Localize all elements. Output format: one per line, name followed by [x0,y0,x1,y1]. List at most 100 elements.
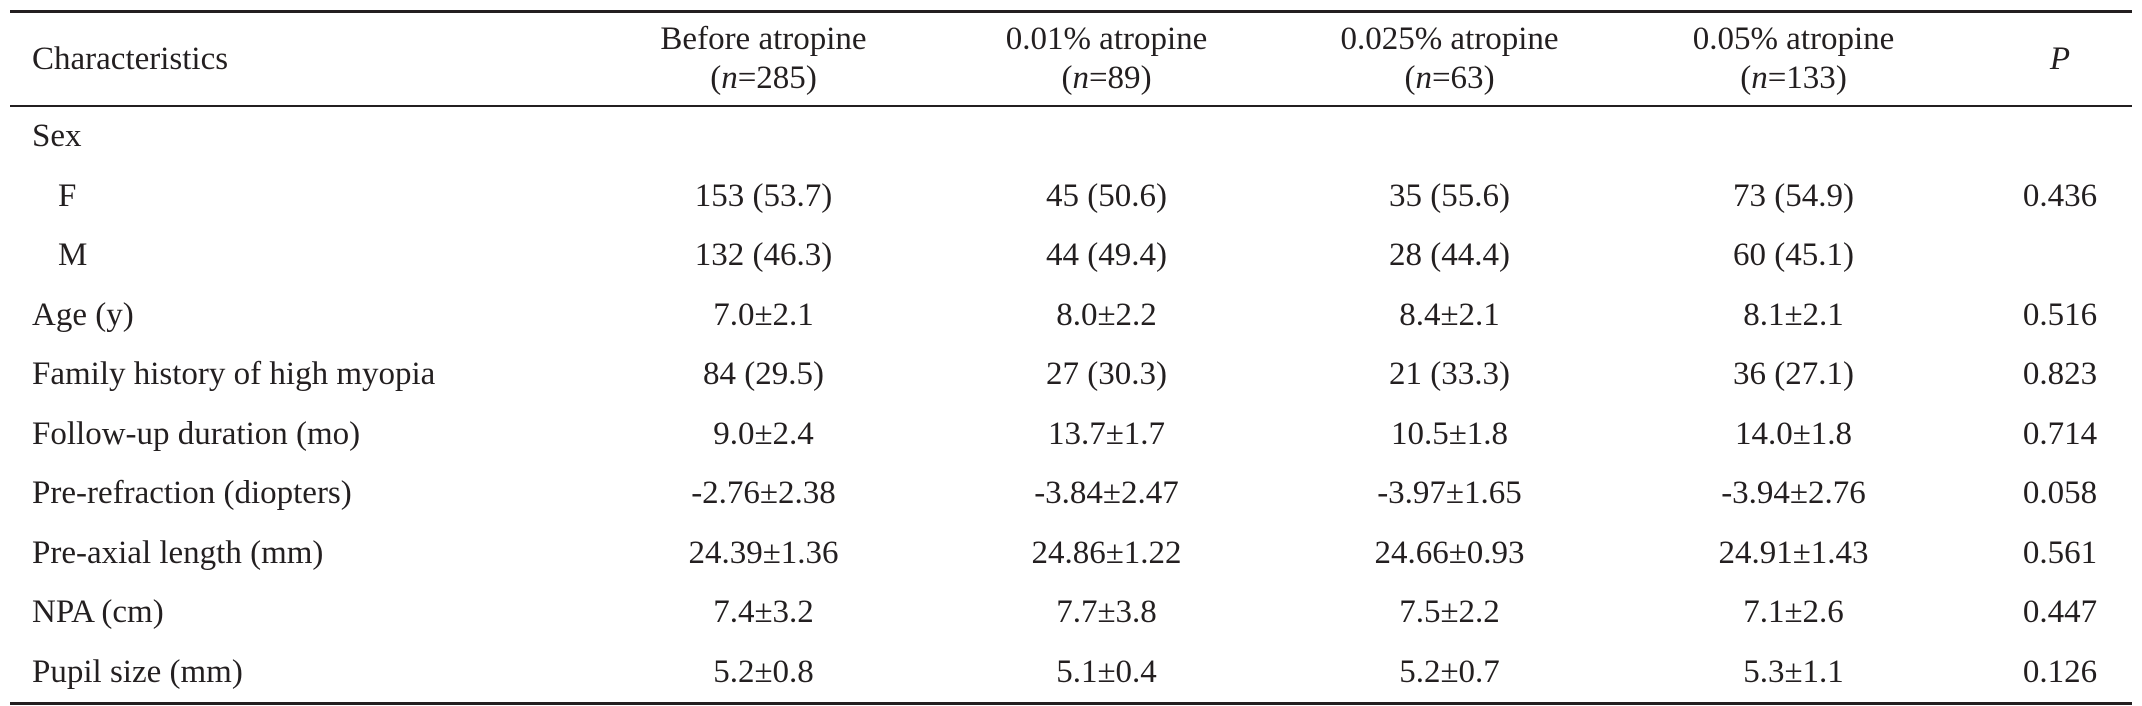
characteristics-table: Characteristics Before atropine (n=285) … [10,10,2132,705]
data-table-body: Sex F 153 (53.7) 45 (50.6) 35 (55.6) 73 (54.9… [10,107,2142,702]
table-cell: 7.0±2.1 [713,296,814,333]
table-body: Sex F 153 (53.7) 45 (50.6) 35 (55.6) 73 (54.9… [10,107,2142,702]
header-label: 0.025% atropine [1340,21,1559,57]
table-row: F 153 (53.7) 45 (50.6) 35 (55.6) 73 (54.9) 0.… [10,167,2142,227]
table-cell: 13.7±1.7 [1047,415,1166,452]
table-cell: 45 (50.6) [1046,177,1167,214]
header-characteristics: Characteristics [10,13,592,105]
table-row: Pre-axial length (mm) 24.39±1.36 24.86±1.2… [10,524,2142,584]
table-cell: 35 (55.6) [1389,177,1510,214]
row-label: Age (y) [32,296,134,333]
row-label: Pre-refraction (diopters) [32,475,352,512]
header-001-atropine: 0.01% atropine (n=89) [935,13,1278,105]
table-row: Sex [10,107,2142,167]
header-label: Before atropine [660,21,867,57]
p-value-cell: 0.447 [2022,594,2098,631]
table-cell: 8.1±2.1 [1743,296,1844,333]
table-cell [1278,107,1621,167]
header-row: Characteristics Before atropine (n=285) … [10,13,2142,105]
header-before-atropine: Before atropine (n=285) [592,13,935,105]
row-label: F [58,177,77,214]
table-cell: -3.97±1.65 [1377,475,1522,512]
table-row: M 132 (46.3) 44 (49.4) 28 (44.4) 60 (45.1) [10,226,2142,286]
row-label: Pre-axial length (mm) [32,534,324,571]
header-sample-size: (n=133) [1740,60,1847,96]
table-cell [1621,107,1966,167]
table-row: Family history of high myopia 84 (29.5) 27… [10,345,2142,405]
table-cell: 7.5±2.2 [1399,594,1500,631]
table-cell: 8.0±2.2 [1056,296,1157,333]
table-row: Age (y) 7.0±2.1 8.0±2.2 8.4±2.1 8.1±2.1 0.516 [10,286,2142,346]
p-value-cell [1966,107,2142,167]
table-cell: 5.3±1.1 [1743,653,1844,690]
table-cell: 14.0±1.8 [1734,415,1853,452]
table-cell: 153 (53.7) [694,177,833,214]
table-cell: 36 (27.1) [1733,356,1854,393]
table-cell: 7.1±2.6 [1743,594,1844,631]
header-sample-size: (n=63) [1404,60,1495,96]
p-value-cell: 0.714 [2022,415,2098,452]
header-005-atropine: 0.05% atropine (n=133) [1621,13,1966,105]
table-cell: -3.94±2.76 [1721,475,1866,512]
p-value-cell: 0.436 [2022,177,2098,214]
table-cell: 84 (29.5) [703,356,824,393]
header-0025-atropine: 0.025% atropine (n=63) [1278,13,1621,105]
p-value-cell [1966,226,2142,286]
header-n-symbol: n [1751,60,1768,96]
table-cell: 24.66±0.93 [1374,534,1525,571]
table-cell: 44 (49.4) [1046,237,1167,274]
table-cell: 5.2±0.7 [1399,653,1500,690]
table-row: Pre-refraction (diopters) -2.76±2.38 -3.84… [10,464,2142,524]
row-label: Sex [32,118,82,155]
table-cell: 21 (33.3) [1389,356,1510,393]
table-cell: 27 (30.3) [1046,356,1167,393]
header-n-value: =285 [737,60,806,96]
header-n-value: =89 [1088,60,1141,96]
table-cell: 24.39±1.36 [688,534,839,571]
table-cell: 8.4±2.1 [1399,296,1500,333]
header-sample-size: (n=89) [1061,60,1152,96]
header-sample-size: (n=285) [710,60,817,96]
table-header-rule [10,105,2132,107]
table-cell: 10.5±1.8 [1390,415,1509,452]
table-cell: 9.0±2.4 [713,415,814,452]
p-value-cell: 0.561 [2022,534,2098,571]
table-cell: -2.76±2.38 [691,475,836,512]
row-label: NPA (cm) [32,594,164,631]
header-label: Characteristics [32,40,229,77]
table-row: Follow-up duration (mo) 9.0±2.4 13.7±1.7 10… [10,405,2142,465]
p-value-cell: 0.126 [2022,653,2098,690]
header-n-value: =133 [1767,60,1836,96]
table-cell: 5.2±0.8 [713,653,814,690]
header-n-symbol: n [1415,60,1432,96]
data-table: Characteristics Before atropine (n=285) … [10,13,2142,105]
table-bottom-rule [10,702,2132,705]
header-n-symbol: n [721,60,738,96]
row-label: Follow-up duration (mo) [32,415,361,452]
row-label: M [58,237,88,274]
table-cell: 73 (54.9) [1733,177,1854,214]
table-cell: 7.7±3.8 [1056,594,1157,631]
row-label: Family history of high myopia [32,356,436,393]
table-top-rule [10,10,2132,13]
table-cell: 7.4±3.2 [713,594,814,631]
header-n-value: =63 [1431,60,1484,96]
table-cell: 24.86±1.22 [1031,534,1182,571]
table-cell: -3.84±2.47 [1034,475,1179,512]
table-cell: 28 (44.4) [1389,237,1510,274]
header-label: P [2049,40,2071,77]
table-cell: 5.1±0.4 [1056,653,1157,690]
header-p-value: P [1966,13,2142,105]
table-cell [935,107,1278,167]
header-label: 0.01% atropine [1005,21,1208,57]
table-cell: 132 (46.3) [694,237,833,274]
table-cell: 60 (45.1) [1733,237,1854,274]
table-cell: 24.91±1.43 [1718,534,1869,571]
p-value-cell: 0.058 [2022,475,2098,512]
p-value-cell: 0.823 [2022,356,2098,393]
p-value-cell: 0.516 [2022,296,2098,333]
table-cell [592,107,935,167]
table-row: NPA (cm) 7.4±3.2 7.7±3.8 7.5±2.2 7.1±2.6 0.44… [10,583,2142,643]
header-label: 0.05% atropine [1692,21,1895,57]
header-n-symbol: n [1072,60,1089,96]
